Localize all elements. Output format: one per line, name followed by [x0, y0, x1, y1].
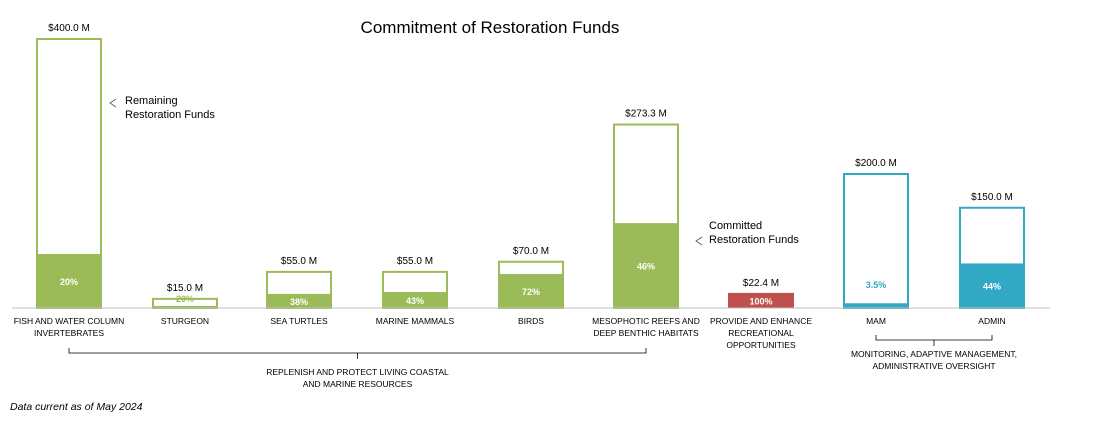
- bar-committed-7: [843, 303, 909, 308]
- category-label-8-0: ADMIN: [978, 316, 1005, 326]
- category-label-0-0: FISH AND WATER COLUMN: [14, 316, 125, 326]
- group-label-0-0: REPLENISH AND PROTECT LIVING COASTAL: [266, 367, 449, 377]
- category-label-4-0: BIRDS: [518, 316, 544, 326]
- chart-title: Commitment of Restoration Funds: [361, 18, 620, 37]
- percent-label-3: 43%: [406, 296, 424, 306]
- bar-committed-8: [959, 263, 1025, 308]
- percent-label-4: 72%: [522, 287, 540, 297]
- category-label-7-0: MAM: [866, 316, 886, 326]
- category-label-5-0: MESOPHOTIC REEFS AND: [592, 316, 700, 326]
- group-bracket-0: [68, 348, 647, 359]
- legend-committed-line1: Committed: [709, 220, 762, 232]
- legend-remaining: Remaining Restoration Funds: [109, 95, 215, 121]
- category-labels: FISH AND WATER COLUMN INVERTEBRATES STURGE…: [14, 316, 1006, 350]
- bar-committed-4: [498, 273, 564, 308]
- group-label-1-1: ADMINISTRATIVE OVERSIGHT: [872, 361, 995, 371]
- footnote: Data current as of May 2024: [10, 401, 143, 413]
- percent-label-8: 44%: [983, 282, 1001, 292]
- legend-committed: Committed Restoration Funds: [695, 220, 799, 246]
- category-label-6-2: OPPORTUNITIES: [726, 340, 796, 350]
- total-label-8: $150.0 M: [971, 192, 1013, 203]
- bar-committed-5: [613, 223, 679, 308]
- total-label-5: $273.3 M: [625, 109, 667, 120]
- percent-label-1: 20%: [176, 294, 194, 304]
- percent-label-0: 20%: [60, 277, 78, 287]
- category-label-6-0: PROVIDE AND ENHANCE: [710, 316, 812, 326]
- bar-committed-1: [152, 305, 218, 308]
- total-label-1: $15.0 M: [167, 283, 203, 294]
- bar-committed-6: [728, 292, 794, 308]
- total-label-0: $400.0 M: [48, 23, 90, 34]
- bars-layer: $400.0 M20%$15.0 M20%$55.0 M38%$55.0 M43…: [36, 23, 1025, 309]
- group-label-0-1: AND MARINE RESOURCES: [303, 379, 413, 389]
- total-label-4: $70.0 M: [513, 246, 549, 257]
- percent-label-6: 100%: [749, 296, 772, 306]
- total-label-3: $55.0 M: [397, 256, 433, 267]
- category-label-3-0: MARINE MAMMALS: [376, 316, 455, 326]
- legend-remaining-line1: Remaining: [125, 95, 178, 107]
- percent-label-5: 46%: [637, 262, 655, 272]
- total-label-7: $200.0 M: [855, 158, 897, 169]
- total-label-6: $22.4 M: [743, 278, 779, 289]
- percent-label-7: 3.5%: [866, 280, 887, 290]
- total-label-2: $55.0 M: [281, 256, 317, 267]
- bar-committed-3: [382, 292, 448, 308]
- group-brackets: REPLENISH AND PROTECT LIVING COASTAL AND …: [68, 335, 1017, 389]
- category-label-0-1: INVERTEBRATES: [34, 328, 104, 338]
- legend-committed-line2: Restoration Funds: [709, 234, 799, 246]
- legend-remaining-arrow: [109, 98, 117, 108]
- legend-remaining-line2: Restoration Funds: [125, 109, 215, 121]
- category-label-5-1: DEEP BENTHIC HABITATS: [593, 328, 699, 338]
- percent-label-2: 38%: [290, 297, 308, 307]
- category-label-6-1: RECREATIONAL: [728, 328, 794, 338]
- bar-committed-2: [266, 293, 332, 308]
- legend-committed-arrow: [695, 236, 703, 246]
- group-label-1-0: MONITORING, ADAPTIVE MANAGEMENT,: [851, 349, 1017, 359]
- category-label-1-0: STURGEON: [161, 316, 209, 326]
- bar-committed-0: [36, 254, 102, 308]
- category-label-2-0: SEA TURTLES: [270, 316, 328, 326]
- group-bracket-1: [875, 335, 993, 346]
